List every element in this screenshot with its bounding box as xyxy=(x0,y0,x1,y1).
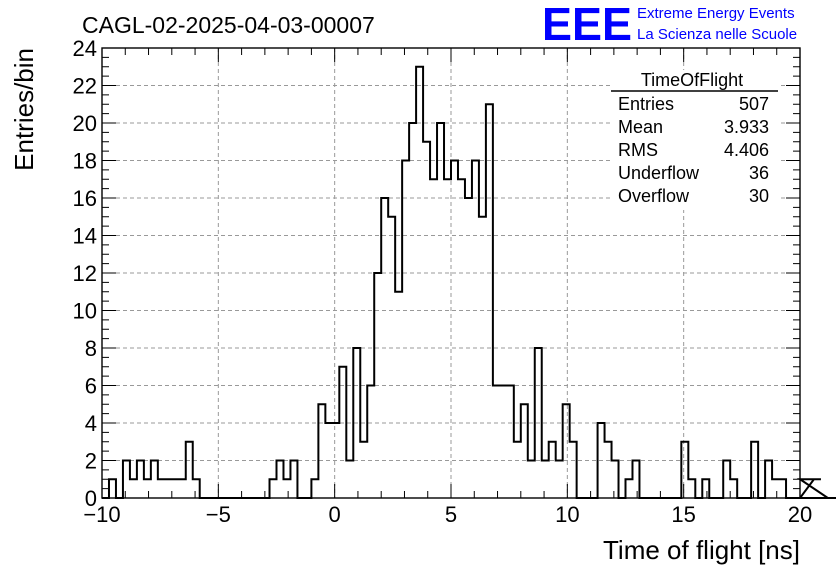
stats-row-label: Overflow xyxy=(618,186,690,206)
y-tick-label: 2 xyxy=(85,449,97,474)
x-tick-label: −10 xyxy=(83,502,120,527)
stats-row-label: Underflow xyxy=(618,163,700,183)
x-tick-label: 10 xyxy=(555,502,579,527)
chart-title: CAGL-02-2025-04-03-00007 xyxy=(82,12,375,38)
x-tick-label: −5 xyxy=(206,502,231,527)
stats-row-value: 507 xyxy=(739,94,769,114)
axis-ticks xyxy=(101,47,801,499)
y-tick-label: 0 xyxy=(85,486,97,511)
y-tick-label: 12 xyxy=(73,261,97,286)
y-axis-label: Entries/bin xyxy=(9,48,39,171)
stats-row-label: Entries xyxy=(618,94,674,114)
y-tick-label: 20 xyxy=(73,111,97,136)
stats-box: TimeOfFlight Entries 507 Mean 3.933 RMS 4.406… xyxy=(611,70,778,210)
eee-logo-line1: Extreme Energy Events xyxy=(637,5,795,22)
y-tick-label: 22 xyxy=(73,74,97,99)
stats-box-name: TimeOfFlight xyxy=(641,70,743,90)
eee-logo-line2: La Scienza nelle Scuole xyxy=(637,26,797,43)
y-tick-label: 8 xyxy=(85,336,97,361)
stats-row-value: 36 xyxy=(749,163,769,183)
stats-row-value: 4.406 xyxy=(724,140,769,160)
y-tick-label: 6 xyxy=(85,374,97,399)
y-tick-label: 4 xyxy=(85,411,97,436)
stats-row-label: Mean xyxy=(618,117,663,137)
x-tick-label: 5 xyxy=(445,502,457,527)
stats-rows: Entries 507 Mean 3.933 RMS 4.406 Underflow 36 Ov… xyxy=(618,94,769,206)
x-tick-label: 0 xyxy=(329,502,341,527)
y-tick-label: 18 xyxy=(73,149,97,174)
eee-logo-mark: EEE xyxy=(542,0,632,50)
stats-row-label: RMS xyxy=(618,140,658,160)
x-tick-label: 20 xyxy=(788,502,812,527)
y-tick-label: 10 xyxy=(73,299,97,324)
stats-row-value: 30 xyxy=(749,186,769,206)
stats-row-value: 3.933 xyxy=(724,117,769,137)
stats-box-frame xyxy=(611,70,778,210)
x-tick-label: 15 xyxy=(671,502,695,527)
y-tick-label: 14 xyxy=(73,224,97,249)
x-tick-labels: −10 −5 0 5 10 15 20 xyxy=(83,502,812,527)
y-tick-label: 16 xyxy=(73,186,97,211)
y-tick-label: 24 xyxy=(73,36,97,61)
x-axis-label: Time of flight [ns] xyxy=(603,535,800,565)
